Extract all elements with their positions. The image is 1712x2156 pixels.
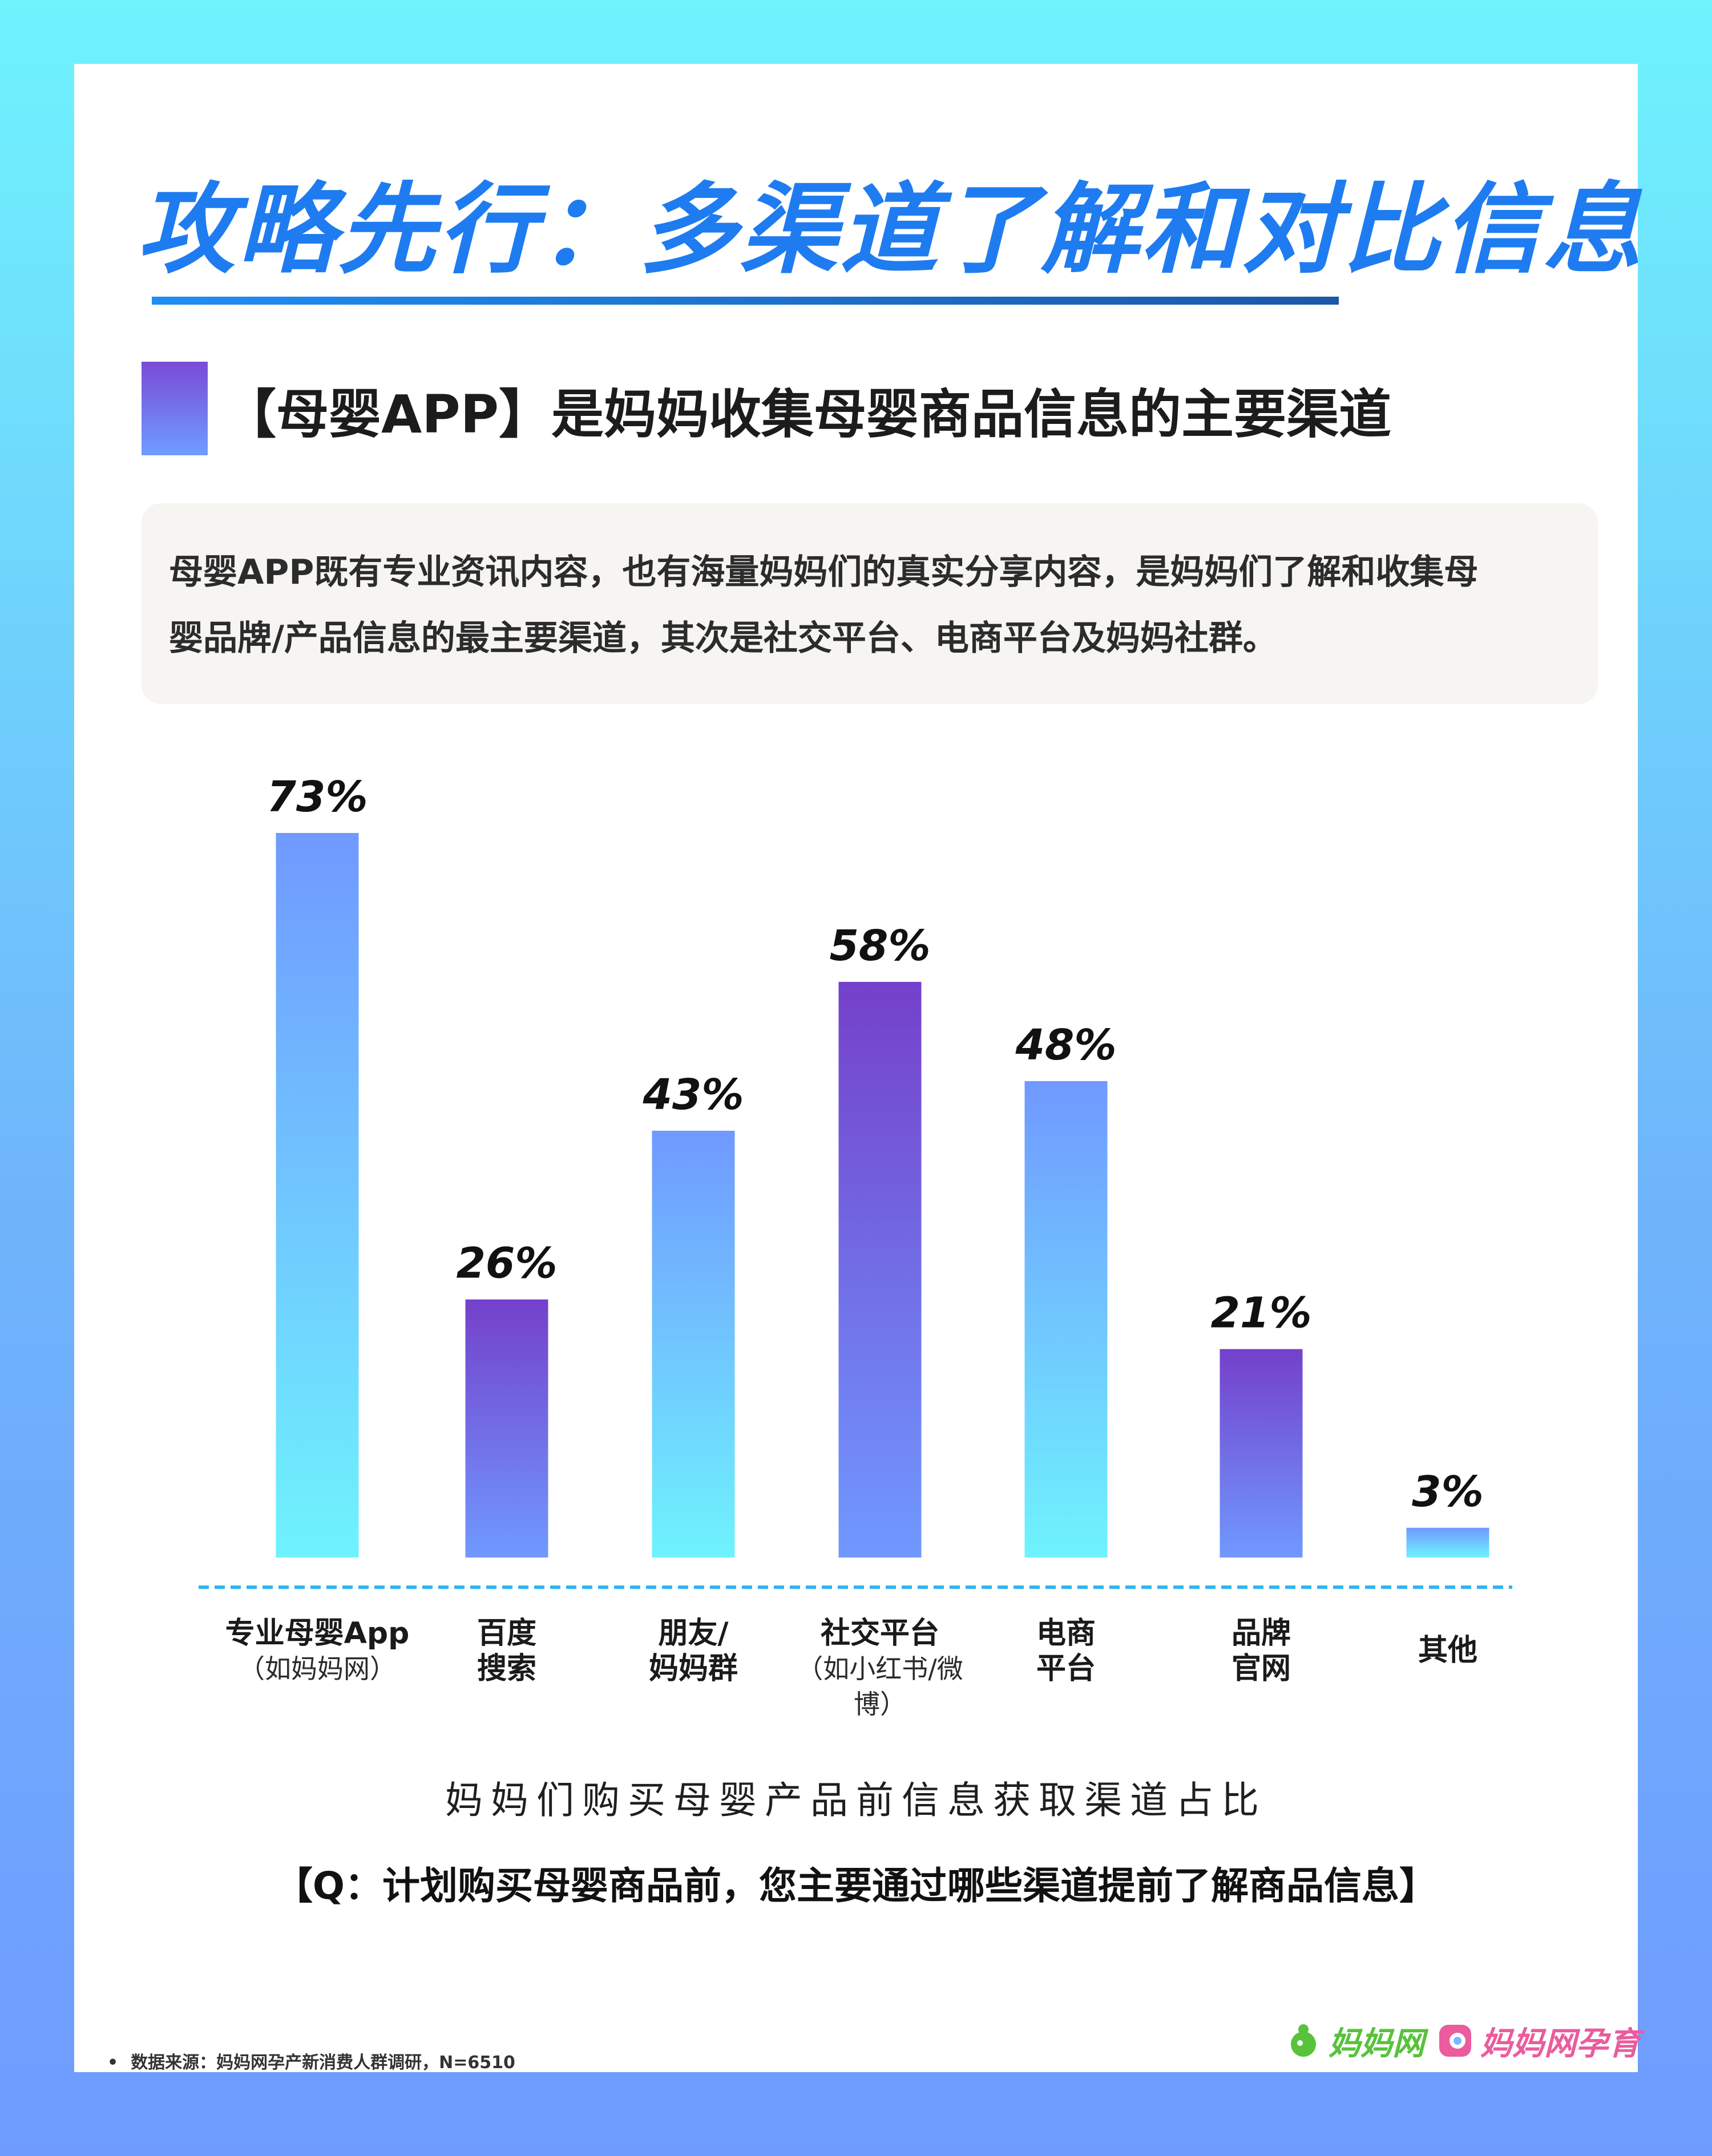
logo2-text: 妈妈网孕育: [1480, 2025, 1640, 2062]
category-main-0: 专业母婴App: [225, 1616, 410, 1651]
category-sub-0: （如妈妈网）: [239, 1653, 396, 1684]
category-main2-1: 搜索: [477, 1652, 536, 1686]
category-main-2: 朋友/: [658, 1616, 729, 1651]
yunyu-icon: [1439, 2025, 1471, 2057]
mamawang-yunyu-logo: 妈妈网孕育: [1437, 2015, 1640, 2066]
subtitle: 【母婴APP】是妈妈收集母婴商品信息的主要渠道: [224, 384, 1392, 445]
bar-0: [276, 833, 359, 1558]
bar-1: [465, 1299, 548, 1558]
mamawang-logo: 妈妈网: [1285, 2015, 1424, 2066]
bar-2: [652, 1130, 735, 1558]
logo1-text: 妈妈网: [1329, 2025, 1424, 2062]
category-sub-3: （如小红书/微博）: [797, 1653, 963, 1720]
category-label-5: 品牌 官网: [1158, 1616, 1364, 1686]
bar-value-label-1: 26%: [456, 1239, 557, 1288]
bar-value-label-2: 43%: [642, 1070, 744, 1119]
subtitle-marker: [142, 362, 208, 455]
source-bullet: •: [107, 2053, 119, 2073]
category-main2-5: 官网: [1231, 1652, 1291, 1686]
description-box: 母婴APP既有专业资讯内容，也有海量妈妈们的真实分享内容，是妈妈们了解和收集母 …: [142, 503, 1598, 704]
category-main-4: 电商: [1036, 1616, 1096, 1651]
mamawang-icon: [1291, 2024, 1316, 2057]
survey-question: 【Q：计划购买母婴商品前，您主要通过哪些渠道提前了解商品信息】: [274, 1864, 1438, 1908]
category-main-1: 百度: [477, 1616, 536, 1651]
bar-value-label-4: 48%: [1015, 1021, 1116, 1070]
category-main-3: 社交平台: [820, 1616, 939, 1651]
description-line-1: 母婴APP既有专业资讯内容，也有海量妈妈们的真实分享内容，是妈妈们了解和收集母: [169, 552, 1479, 592]
category-label-1: 百度 搜索: [404, 1616, 609, 1686]
data-source: • 数据来源：妈妈网孕产新消费人群调研，N=6510: [107, 2048, 515, 2073]
bar-4: [1024, 1081, 1108, 1558]
title-underline: [152, 297, 1339, 305]
bar-value-label-3: 58%: [829, 921, 930, 970]
category-label-3: 社交平台 （如小红书/微博）: [777, 1616, 983, 1722]
category-label-4: 电商 平台: [963, 1616, 1169, 1686]
bar-3: [838, 981, 922, 1558]
description-line-2: 婴品牌/产品信息的最主要渠道，其次是社交平台、电商平台及妈妈社群。: [169, 618, 1277, 658]
category-label-2: 朋友/妈妈群: [591, 1616, 796, 1686]
bar-value-label-6: 3%: [1412, 1467, 1484, 1516]
page-title: 攻略先行：多渠道了解和对比信息: [137, 172, 1644, 287]
bar-6: [1406, 1527, 1489, 1558]
category-main-6: 其他: [1418, 1633, 1477, 1668]
chart-caption: 妈妈们购买母婴产品前信息获取渠道占比: [445, 1778, 1267, 1822]
bar-value-label-0: 73%: [267, 772, 368, 822]
category-main-5: 品牌: [1231, 1616, 1291, 1651]
category-label-6: 其他: [1345, 1633, 1551, 1668]
category-main2-4: 平台: [1036, 1652, 1096, 1686]
category-label-0: 专业母婴App （如妈妈网）: [215, 1616, 420, 1686]
content-card: 攻略先行：多渠道了解和对比信息 【母婴APP】是妈妈收集母婴商品信息的主要渠道 …: [74, 64, 1644, 2073]
bar-5: [1220, 1349, 1303, 1558]
source-text: 数据来源：妈妈网孕产新消费人群调研，N=6510: [131, 2053, 515, 2073]
bar-value-label-5: 21%: [1210, 1289, 1311, 1338]
bar-chart: 73% 26% 43% 58% 48% 21% 3%: [199, 772, 1512, 1589]
category-main2-2: 妈妈群: [648, 1652, 738, 1686]
